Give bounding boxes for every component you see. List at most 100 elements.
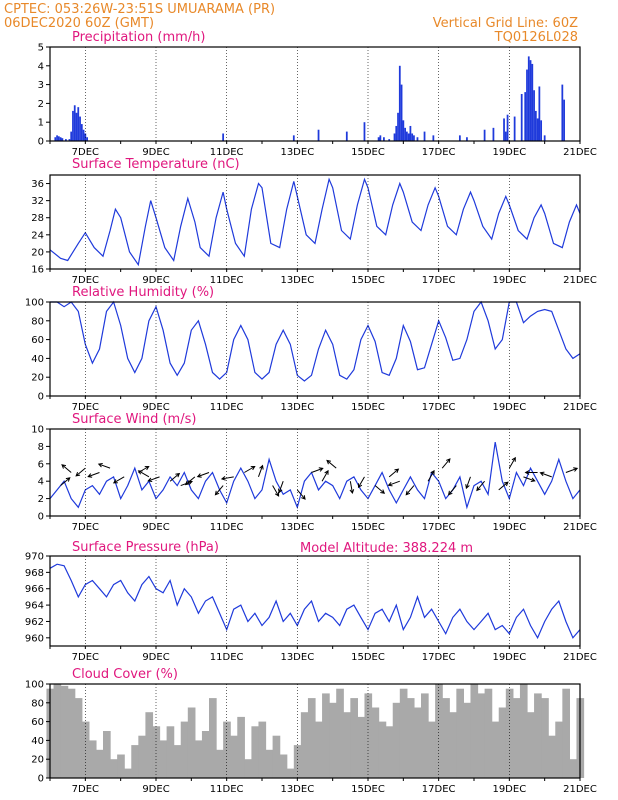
- cloud-bar: [322, 693, 330, 778]
- wind-arrow: [357, 476, 365, 489]
- precip-bar: [416, 137, 419, 141]
- x-tick-label: 21DEC: [563, 522, 597, 533]
- precip-bar: [395, 125, 398, 141]
- x-tick-label: 15DEC: [351, 275, 385, 286]
- precip-frame: [49, 46, 581, 142]
- y-tick-label: 40: [31, 354, 44, 365]
- pres-title: Surface Pressure (hPa): [72, 540, 219, 555]
- precip-bar: [402, 120, 405, 141]
- wind-arrow: [498, 481, 509, 491]
- precip-bar: [533, 90, 535, 141]
- precip-bar: [538, 86, 541, 141]
- y-tick-label: 968: [25, 568, 44, 579]
- wind-arrow: [565, 467, 579, 473]
- y-tick-label: 0: [38, 774, 44, 785]
- x-tick-label: 19DEC: [492, 652, 526, 663]
- x-tick-label: 9DEC: [142, 522, 169, 533]
- cloud-bar: [378, 721, 387, 778]
- precip-bar: [404, 127, 406, 141]
- precip-bar: [536, 118, 539, 141]
- y-tick-label: 970: [25, 552, 44, 563]
- x-tick-label: 19DEC: [492, 275, 526, 286]
- precip-panel: Precipitation (mm/h) 0 1 2 3 4 5 7DEC 9DEC 11DEC 1…: [38, 30, 597, 158]
- x-tick-label: 19DEC: [492, 402, 526, 413]
- wind-arrow: [137, 470, 150, 478]
- cloud-bar: [442, 698, 450, 778]
- wind-arrow: [277, 481, 284, 494]
- x-tick-label: 7DEC: [72, 652, 99, 663]
- cloud-bar: [569, 759, 578, 778]
- y-tick-label: 80: [31, 316, 44, 327]
- precip-bar: [413, 135, 415, 141]
- precip-bar: [82, 129, 85, 141]
- y-tick-label: 20: [31, 247, 44, 258]
- wind-arrow: [374, 485, 386, 494]
- x-tick-label: 17DEC: [422, 147, 456, 158]
- cloud-bar: [435, 684, 443, 778]
- wind-arrow: [97, 462, 111, 469]
- wind-arrow: [196, 472, 210, 478]
- cloud-bar: [428, 721, 436, 778]
- cloud-bar: [258, 721, 267, 778]
- wind-arrow: [465, 476, 471, 490]
- y-tick-label: 960: [25, 633, 44, 644]
- precip-bar: [61, 138, 64, 141]
- x-tick-label: 7DEC: [72, 147, 99, 158]
- wind-arrow: [476, 480, 485, 492]
- precip-bar: [393, 133, 396, 141]
- precip-bar: [543, 135, 546, 141]
- y-tick-label: 2: [38, 494, 44, 505]
- wind-arrow: [388, 468, 400, 478]
- y-tick-label: 964: [25, 601, 44, 612]
- cloud-bar: [463, 702, 472, 778]
- cloud-bar: [173, 745, 182, 778]
- cloud-bar: [477, 693, 486, 778]
- cloud-bar: [484, 688, 493, 778]
- y-tick-label: 28: [31, 213, 44, 224]
- y-tick-label: 4: [38, 477, 44, 488]
- cloud-bar: [293, 745, 302, 778]
- precip-bar: [466, 137, 468, 141]
- header-run: 06DEC2020 60Z (GMT): [4, 16, 154, 31]
- cloud-bar: [237, 716, 245, 778]
- wind-arrow: [447, 485, 457, 496]
- cloud-bar: [67, 688, 76, 778]
- precip-bar: [222, 133, 225, 141]
- x-tick-label: 7DEC: [72, 402, 99, 413]
- cloud-bar: [88, 740, 97, 778]
- cloud-title: Cloud Cover (%): [72, 667, 178, 682]
- temp-frame: [49, 174, 581, 270]
- precip-bar: [77, 107, 80, 141]
- cloud-bar: [95, 749, 104, 778]
- precip-bar: [527, 56, 530, 141]
- precip-bar: [57, 136, 60, 141]
- precip-bar: [503, 118, 505, 141]
- x-tick-label: 9DEC: [142, 275, 169, 286]
- wind-arrow: [87, 472, 100, 478]
- precip-bar: [563, 99, 565, 141]
- x-tick-label: 11DEC: [210, 147, 244, 158]
- precip-bar: [65, 139, 67, 141]
- header-station: CPTEC: 053:26W-23:51S UMUARAMA (PR): [4, 2, 275, 17]
- cloud-bar: [336, 688, 344, 778]
- wind-arrow: [61, 464, 72, 473]
- cloud-bar: [541, 698, 549, 778]
- x-tick-label: 17DEC: [422, 275, 456, 286]
- wind-title: Surface Wind (m/s): [72, 412, 196, 427]
- wind-arrow: [523, 476, 536, 483]
- pres-frame: [49, 555, 581, 647]
- x-tick-label: 7DEC: [72, 275, 99, 286]
- cloud-bar: [230, 735, 238, 778]
- precip-bar: [506, 114, 509, 141]
- cloud-bar: [103, 731, 111, 778]
- precip-title: Precipitation (mm/h): [72, 30, 205, 45]
- precip-bar: [75, 112, 78, 141]
- x-tick-label: 17DEC: [422, 522, 456, 533]
- wind-arrow: [220, 476, 234, 481]
- precip-bar: [540, 120, 543, 141]
- cloud-bar: [279, 754, 288, 778]
- precip-bar: [56, 135, 58, 141]
- cloud-bar: [300, 712, 309, 778]
- cloud-bar: [60, 685, 69, 778]
